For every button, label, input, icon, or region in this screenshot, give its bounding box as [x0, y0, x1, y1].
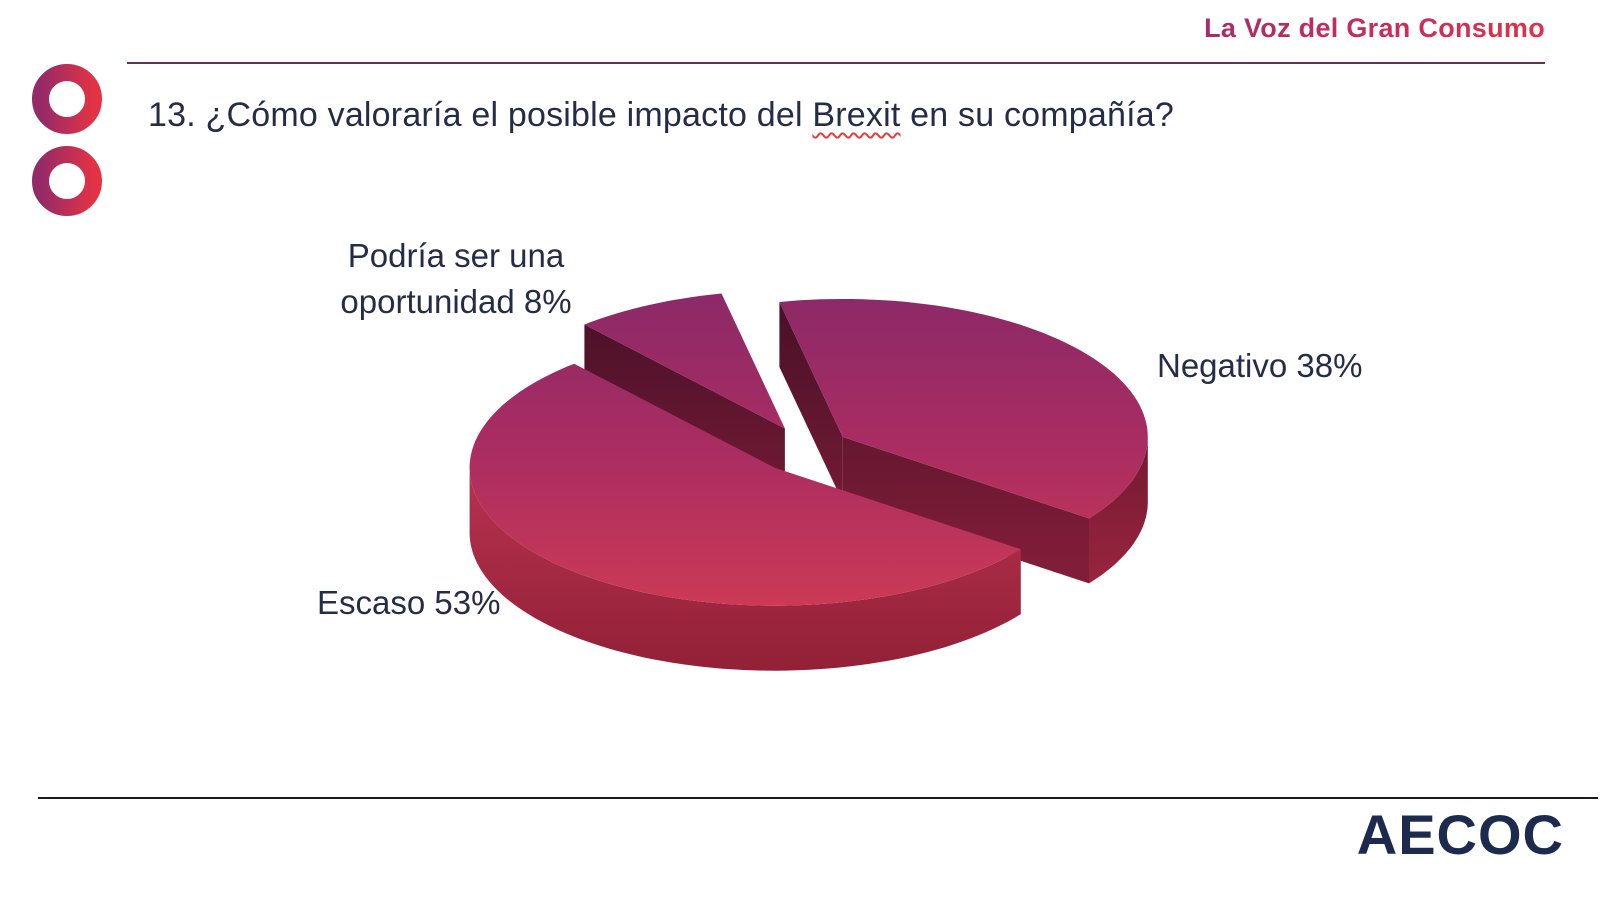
slide-title: 13. ¿Cómo valoraría el posible impacto d…	[148, 96, 1174, 135]
title-text-pre: 13. ¿Cómo valoraría el posible impacto d…	[148, 96, 813, 134]
title-word-brexit: Brexit	[812, 96, 901, 134]
pie-slice-escaso-top	[469, 363, 1021, 606]
top-divider	[127, 62, 1545, 64]
bottom-divider	[38, 797, 1598, 799]
pie-label-oportunidad-line1: Podría ser una	[347, 237, 565, 274]
brand-wordmark: La Voz del Gran Consumo	[1204, 13, 1545, 43]
pie-slice-negativo-side-wall	[842, 437, 1089, 584]
pie-label-oportunidad-line2: oportunidad 8%	[340, 283, 572, 320]
ring-top-icon	[32, 64, 102, 134]
aecoc-rings-logo	[32, 64, 102, 216]
pie-label-oportunidad: Podría ser una oportunidad 8%	[328, 233, 584, 325]
pie-slice-negativo-top	[779, 299, 1148, 519]
pie-label-escaso: Escaso 53%	[317, 584, 501, 621]
pie-label-negativo: Negativo 38%	[1157, 347, 1363, 384]
ring-bottom-icon	[32, 146, 102, 216]
pie-slice-podria-ser-una-oportunidad-top	[584, 293, 785, 429]
pie-slice-negativo-rim-wall	[1089, 438, 1148, 584]
pie-slice-escaso-rim-wall	[469, 469, 1021, 671]
aecoc-logo: AECOC	[1356, 803, 1564, 866]
title-text-post: en su compañía?	[900, 96, 1174, 134]
pie-slice-negativo-side-wall	[779, 302, 843, 502]
